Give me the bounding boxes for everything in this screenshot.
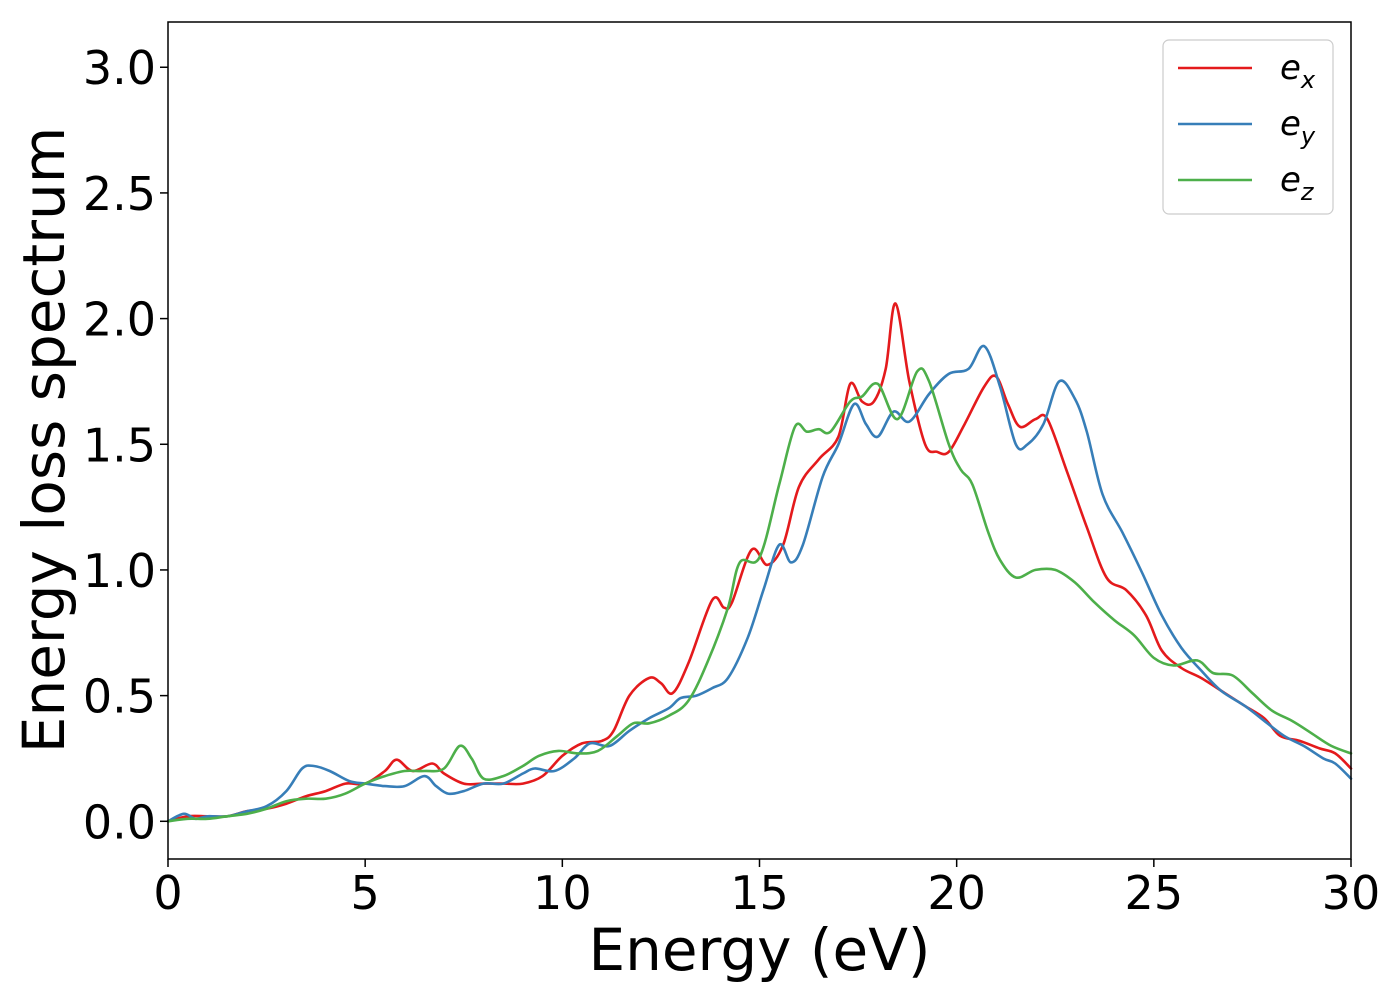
legend: ex ey ez bbox=[1162, 39, 1334, 215]
x-tick-label: 10 bbox=[533, 866, 592, 920]
y-axis-title: Energy loss spectrum bbox=[10, 127, 78, 753]
legend-box bbox=[1162, 39, 1334, 215]
y-axis-ticks: 0.0 0.5 1.0 1.5 2.0 2.5 3.0 bbox=[83, 41, 168, 849]
legend-label-e-x: ex bbox=[1280, 48, 1316, 94]
x-tick-label: 25 bbox=[1125, 866, 1184, 920]
series-line-e-z bbox=[166, 367, 1353, 823]
x-axis-title: Energy (eV) bbox=[588, 916, 930, 984]
series-line-e-y bbox=[166, 344, 1353, 823]
y-tick-label: 3.0 bbox=[83, 41, 156, 95]
legend-items: ex ey ez bbox=[1178, 48, 1316, 206]
x-axis-ticks: 0 5 10 15 20 25 30 bbox=[153, 859, 1380, 920]
series-line-e-x bbox=[166, 302, 1353, 823]
legend-label-e-z: ez bbox=[1280, 160, 1315, 206]
y-tick-label: 2.0 bbox=[83, 293, 156, 347]
series-layer bbox=[166, 302, 1353, 823]
x-tick-label: 15 bbox=[730, 866, 789, 920]
y-tick-label: 1.0 bbox=[83, 544, 156, 598]
y-tick-label: 0.0 bbox=[83, 795, 156, 849]
y-tick-label: 1.5 bbox=[83, 418, 156, 472]
y-tick-label: 0.5 bbox=[83, 670, 156, 724]
legend-label-e-y: ey bbox=[1280, 104, 1316, 150]
x-tick-label: 20 bbox=[927, 866, 986, 920]
x-tick-label: 30 bbox=[1322, 866, 1381, 920]
x-tick-label: 5 bbox=[351, 866, 380, 920]
y-tick-label: 2.5 bbox=[83, 167, 156, 221]
x-tick-label: 0 bbox=[153, 866, 182, 920]
